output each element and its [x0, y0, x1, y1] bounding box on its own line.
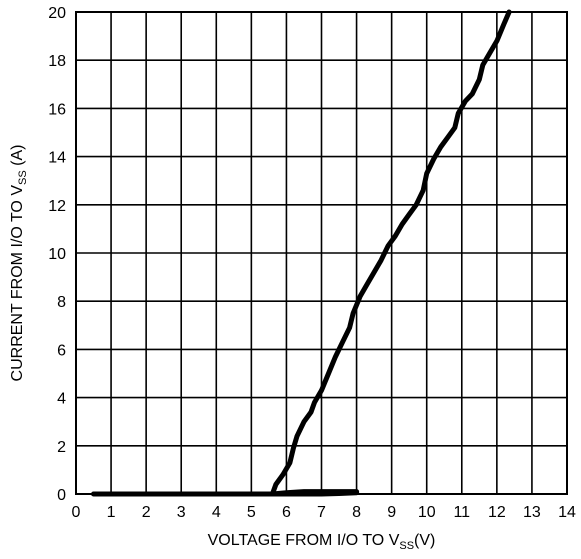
y-axis-title-unit: (A)	[9, 145, 26, 171]
x-tick-label: 0	[72, 504, 81, 521]
x-tick-label: 3	[177, 504, 186, 521]
y-tick-labels: 0 2 4 6 8 10 12 14 16 18 20	[48, 5, 66, 504]
x-axis-title-main: VOLTAGE FROM I/O TO V	[208, 532, 400, 549]
y-tick-label: 12	[48, 198, 66, 215]
x-tick-label: 5	[247, 504, 256, 521]
x-axis-title-sub: SS	[399, 540, 414, 552]
x-tick-label: 10	[418, 504, 436, 521]
y-tick-label: 2	[57, 439, 66, 456]
y-tick-label: 6	[57, 342, 66, 359]
y-tick-label: 0	[57, 487, 66, 504]
x-tick-label: 13	[523, 504, 541, 521]
x-tick-label: 11	[453, 504, 470, 521]
x-tick-label: 8	[352, 504, 361, 521]
x-tick-label: 2	[142, 504, 151, 521]
y-tick-label: 20	[48, 5, 66, 22]
x-tick-label: 9	[387, 504, 396, 521]
x-axis-title-unit: (V)	[414, 532, 435, 549]
y-tick-label: 4	[57, 391, 66, 408]
y-tick-label: 18	[48, 53, 66, 70]
y-axis-title-main: CURRENT FROM I/O TO V	[9, 185, 26, 382]
x-axis-title: VOLTAGE FROM I/O TO VSS(V)	[208, 532, 436, 552]
grid-lines	[75, 11, 568, 495]
x-tick-label: 7	[317, 504, 326, 521]
plot-frame	[75, 11, 568, 495]
x-tick-label: 14	[558, 504, 576, 521]
x-tick-label: 6	[282, 504, 291, 521]
y-tick-label: 8	[57, 294, 66, 311]
y-tick-label: 10	[48, 246, 66, 263]
y-axis-title-sub: SS	[17, 170, 29, 185]
x-tick-labels: 0 1 2 3 4 5 6 7 8 9 10 11 12 13 14	[72, 504, 576, 521]
x-tick-label: 4	[212, 504, 221, 521]
x-tick-label: 12	[488, 504, 506, 521]
y-axis-title: CURRENT FROM I/O TO VSS (A)	[9, 145, 29, 382]
x-tick-label: 1	[107, 504, 116, 521]
y-tick-label: 14	[48, 150, 66, 167]
y-tick-label: 16	[48, 101, 66, 118]
series-line-2	[269, 9, 512, 497]
